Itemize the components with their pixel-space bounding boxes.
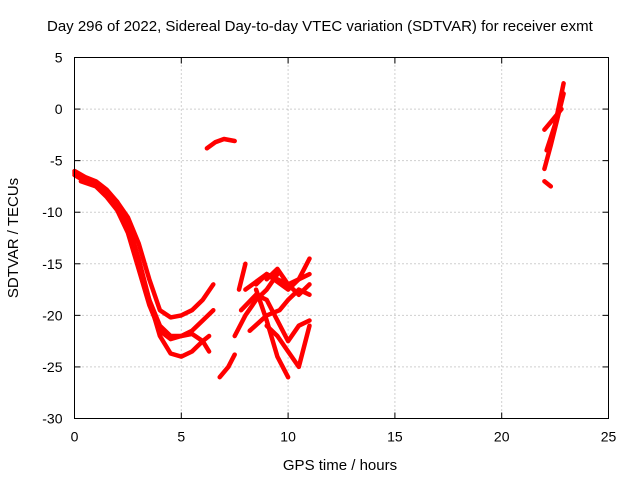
- series-track-16: [542, 179, 554, 189]
- series-track-13: [264, 266, 312, 297]
- y-tick-label: -25: [42, 359, 62, 375]
- series-track-12: [243, 256, 312, 292]
- series-track-18: [544, 81, 566, 153]
- series-track-8: [236, 261, 248, 292]
- x-tick-label: 25: [601, 429, 617, 445]
- y-tick-label: -15: [42, 256, 62, 272]
- series-track-3: [72, 172, 216, 320]
- y-tick-label: 0: [55, 101, 63, 117]
- x-tick-label: 10: [280, 429, 296, 445]
- y-axis-title: SDTVAR / TECUs: [5, 178, 22, 298]
- y-tick-label: -5: [50, 153, 63, 169]
- series-track-6: [217, 352, 237, 380]
- chart-title: Day 296 of 2022, Sidereal Day-to-day VTE…: [47, 18, 594, 35]
- series-track-15: [264, 323, 312, 370]
- data-series: [72, 81, 566, 380]
- series-track-7: [232, 271, 280, 339]
- x-axis-title: GPS time / hours: [283, 457, 397, 474]
- grid: [74, 57, 609, 419]
- x-tick-label: 20: [494, 429, 510, 445]
- x-tick-labels: 0 5 10 15 20 25: [71, 429, 617, 445]
- series-track-19: [542, 106, 564, 132]
- series-track-4: [78, 179, 212, 354]
- plot-frame: [74, 57, 609, 419]
- y-tick-label: -20: [42, 307, 62, 323]
- series-track-5: [204, 136, 237, 151]
- x-tick-label: 5: [177, 429, 185, 445]
- y-tick-label: 5: [55, 50, 63, 66]
- x-tick-label: 0: [71, 429, 79, 445]
- y-tick-label: -10: [42, 204, 62, 220]
- x-tick-label: 15: [387, 429, 403, 445]
- series-track-14: [253, 287, 291, 380]
- y-tick-label: -30: [42, 411, 62, 427]
- y-tick-labels: 5 0 -5 -10 -15 -20 -25 -30: [42, 50, 62, 427]
- axis-ticks: [74, 57, 609, 419]
